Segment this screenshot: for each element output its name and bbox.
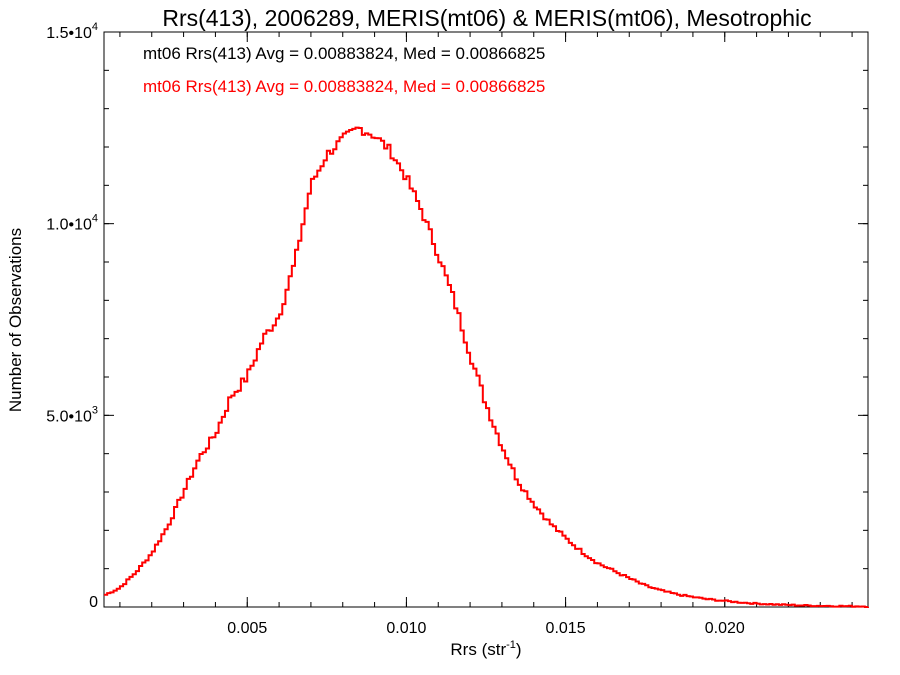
chart-title: Rrs(413), 2006289, MERIS(mt06) & MERIS(m… <box>162 5 811 31</box>
x-axis-label-end: ) <box>516 640 522 659</box>
x-axis-label: Rrs (str-1) <box>450 639 521 659</box>
axis-ticks <box>104 31 868 608</box>
y-tick-label: 0 <box>89 594 98 611</box>
y-tick-label: 1.0•104 <box>46 213 98 234</box>
x-tick-label: 0.020 <box>705 620 745 637</box>
y-tick-label: 5.0•103 <box>46 404 98 425</box>
axis-tick-labels: 0.005 0.010 0.015 0.020 0 5.0•103 1.0•104 1.5•1… <box>46 21 745 637</box>
legend-entry-black: mt06 Rrs(413) Avg = 0.00883824, Med = 0.… <box>143 44 545 63</box>
x-tick-label: 0.015 <box>546 620 586 637</box>
x-axis-label-sup: -1 <box>506 639 516 651</box>
plot-frame <box>103 31 869 608</box>
series-layer <box>104 126 869 608</box>
x-tick-label: 0.010 <box>386 620 426 637</box>
legend-entry-red: mt06 Rrs(413) Avg = 0.00883824, Med = 0.… <box>143 77 545 96</box>
x-axis-label-base: Rrs (str <box>450 640 506 659</box>
series-line-0 <box>104 126 869 608</box>
y-tick-label: 1.5•104 <box>46 21 98 42</box>
y-axis-label: Number of Observations <box>6 228 25 412</box>
x-tick-label: 0.005 <box>227 620 267 637</box>
